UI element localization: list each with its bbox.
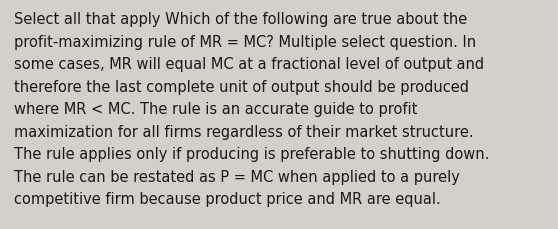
Text: Select all that apply Which of the following are true about the: Select all that apply Which of the follo… xyxy=(14,12,467,27)
Text: The rule applies only if producing is preferable to shutting down.: The rule applies only if producing is pr… xyxy=(14,146,489,161)
Text: therefore the last complete unit of output should be produced: therefore the last complete unit of outp… xyxy=(14,79,469,94)
Text: where MR < MC. The rule is an accurate guide to profit: where MR < MC. The rule is an accurate g… xyxy=(14,101,417,117)
Text: competitive firm because product price and MR are equal.: competitive firm because product price a… xyxy=(14,191,441,206)
Text: profit-maximizing rule of MR = MC? Multiple select question. In: profit-maximizing rule of MR = MC? Multi… xyxy=(14,34,476,49)
Text: maximization for all firms regardless of their market structure.: maximization for all firms regardless of… xyxy=(14,124,474,139)
Text: some cases, MR will equal MC at a fractional level of output and: some cases, MR will equal MC at a fracti… xyxy=(14,57,484,72)
Text: The rule can be restated as P = MC when applied to a purely: The rule can be restated as P = MC when … xyxy=(14,169,460,184)
